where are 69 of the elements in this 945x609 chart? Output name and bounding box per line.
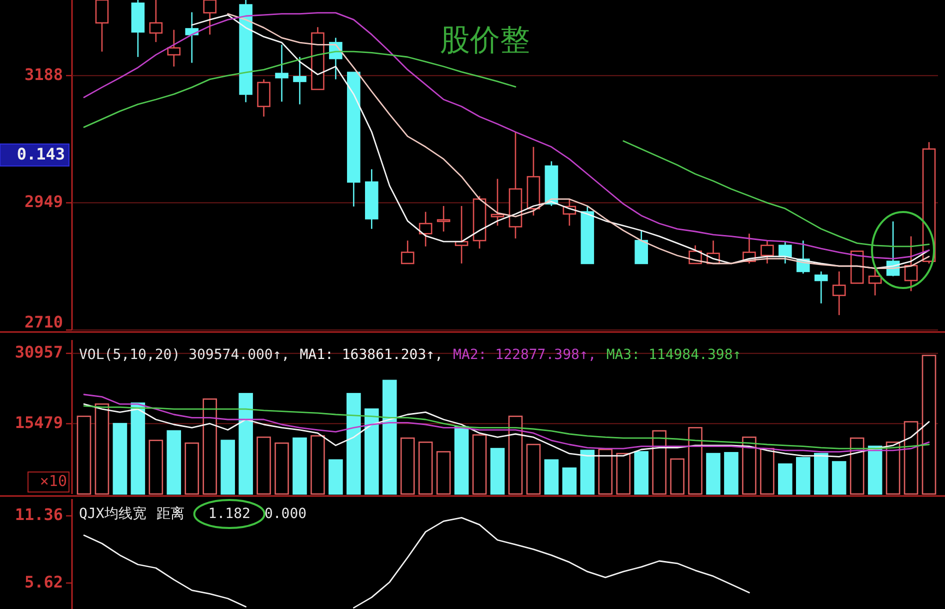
bar: [904, 421, 918, 495]
text: QJX均线宽: [79, 506, 146, 522]
bar: [292, 437, 307, 495]
bar: [364, 408, 379, 495]
annotation: 0.000: [264, 506, 307, 522]
bar: [346, 392, 361, 495]
bar: [922, 354, 936, 495]
text: MA2: 122877.398↑,: [453, 346, 596, 363]
y-tick-label: 2710: [24, 312, 63, 332]
bar: [508, 416, 523, 495]
bar: [490, 448, 505, 495]
bar: [868, 446, 882, 495]
bar: [886, 442, 900, 495]
annotation: 股价整: [440, 23, 530, 58]
bar: [238, 392, 253, 495]
text: MA1: 163861.203↑,: [300, 346, 444, 363]
bar: [310, 435, 325, 495]
text: 距离: [156, 506, 184, 522]
bar: [112, 422, 128, 495]
line-series: [83, 394, 930, 452]
line-series: [83, 403, 930, 458]
y-tick-label: 2949: [24, 192, 63, 212]
y-tick-label: 5.62: [24, 572, 63, 592]
bar: [202, 398, 217, 495]
bar: [166, 430, 182, 495]
bar: [526, 444, 541, 495]
bar: [562, 467, 577, 495]
bar: [670, 458, 684, 495]
bar: [616, 452, 631, 495]
bar: [148, 440, 164, 495]
y-tick-label: 15479: [14, 413, 63, 432]
bar: [814, 452, 828, 495]
bar: [652, 430, 666, 495]
bar: [580, 450, 595, 495]
bar: [472, 434, 487, 495]
bar: [832, 461, 846, 495]
y-tick-label: 3188: [24, 64, 63, 84]
bar: [742, 436, 756, 495]
bar: [760, 448, 774, 495]
bar: [76, 416, 92, 495]
y-axis-title: ×10: [40, 472, 67, 490]
text: VOL(5,10,20) 309574.000↑,: [79, 346, 290, 363]
bar: [382, 380, 397, 495]
y-tick-label: 30957: [14, 342, 63, 362]
bar: [850, 437, 864, 495]
bar: [328, 459, 343, 495]
bar: [598, 448, 613, 495]
text: 0.143: [16, 144, 65, 164]
bar: [706, 452, 720, 495]
text: MA3: 114984.398↑: [606, 346, 742, 363]
bar: [256, 436, 271, 495]
bar: [220, 440, 235, 495]
bar: [400, 437, 415, 495]
bar: [130, 402, 146, 495]
bar: [94, 403, 110, 495]
bar: [634, 451, 648, 495]
bar: [796, 457, 810, 495]
bar: [778, 463, 792, 495]
bar: [724, 452, 738, 495]
y-tick-label: 11.36: [14, 505, 63, 524]
annotation: 1.182: [208, 506, 250, 522]
line-series: [83, 405, 930, 450]
bar: [454, 426, 469, 495]
bar: [544, 459, 559, 495]
bar: [436, 451, 451, 495]
bar: [418, 442, 433, 495]
bar: [274, 442, 289, 495]
bar: [184, 442, 200, 495]
bar: [688, 427, 702, 495]
